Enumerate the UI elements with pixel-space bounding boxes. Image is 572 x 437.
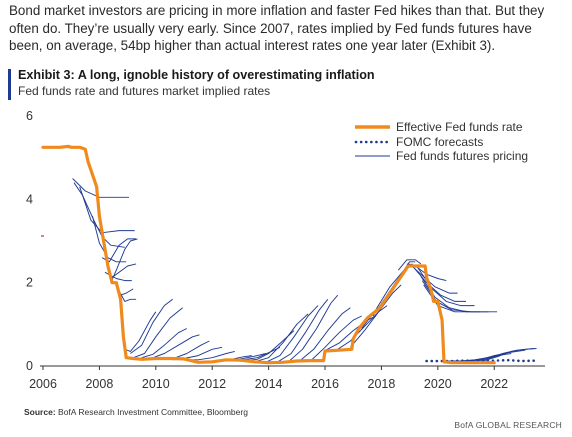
x-tick-label: 2018 (368, 377, 396, 391)
futures-curve (397, 259, 422, 271)
futures-curve (110, 263, 137, 279)
exhibit-accent-bar (8, 69, 11, 100)
futures-curve (118, 290, 137, 302)
legend-label-effective: Effective Fed funds rate (396, 120, 523, 134)
x-tick-label: 2022 (480, 377, 508, 391)
futures-curve (110, 238, 138, 283)
futures-curve (265, 305, 319, 363)
legend: Effective Fed funds rate FOMC forecasts … (354, 120, 528, 163)
futures-curve (72, 178, 129, 198)
futures-curve (299, 307, 351, 362)
exhibit-subtitle: Fed funds rate and futures market implie… (18, 84, 271, 98)
futures-curve (254, 313, 309, 363)
x-tick-label: 2012 (198, 377, 226, 391)
y-tick-label: 2 (26, 276, 33, 290)
futures-curve (482, 348, 537, 362)
futures-curve (91, 215, 127, 263)
y-tick-label: 4 (26, 192, 33, 206)
source-label: Source: (24, 407, 56, 417)
y-tick-label: 0 (26, 359, 33, 373)
futures-curve (276, 299, 329, 363)
y-axis-ticks: 0 2 4 6 (26, 109, 33, 373)
futures-curve (350, 284, 402, 348)
futures-curve (310, 315, 362, 361)
futures-curve (288, 294, 339, 363)
x-tick-label: 2008 (85, 377, 113, 391)
effective-fed-funds-line (41, 144, 496, 365)
futures-curve (465, 349, 526, 363)
x-tick-label: 2010 (142, 377, 170, 391)
source-note: Source: BofA Research Investment Committ… (24, 407, 248, 417)
x-axis-ticks: 2006 2008 2010 2012 2014 2016 2018 2020 2022 (29, 366, 508, 391)
legend-label-futures: Fed funds futures pricing (396, 149, 528, 163)
futures-curve (324, 315, 377, 352)
futures-curve (130, 298, 173, 354)
exhibit-title: Exhibit 3: A long, ignoble history of ov… (18, 68, 375, 82)
futures-curve (79, 186, 135, 234)
x-tick-label: 2016 (311, 377, 339, 391)
legend-label-fomc: FOMC forecasts (396, 135, 483, 149)
intro-paragraph: Bond market investors are pricing in mor… (9, 3, 545, 53)
source-text: BofA Research Investment Committee, Bloo… (58, 407, 248, 417)
futures-series (72, 178, 537, 363)
futures-curve (133, 307, 183, 359)
x-tick-label: 2020 (424, 377, 452, 391)
x-tick-label: 2006 (29, 377, 57, 391)
x-tick-label: 2014 (255, 377, 283, 391)
futures-curve (152, 334, 200, 359)
y-tick-label: 6 (26, 109, 33, 123)
futures-curve (141, 328, 188, 359)
futures-curve (409, 263, 458, 294)
brand-footer: BofA GLOBAL RESEARCH (454, 420, 562, 430)
effective-series (41, 144, 496, 365)
futures-curve (336, 305, 388, 351)
futures-curve (124, 311, 157, 352)
